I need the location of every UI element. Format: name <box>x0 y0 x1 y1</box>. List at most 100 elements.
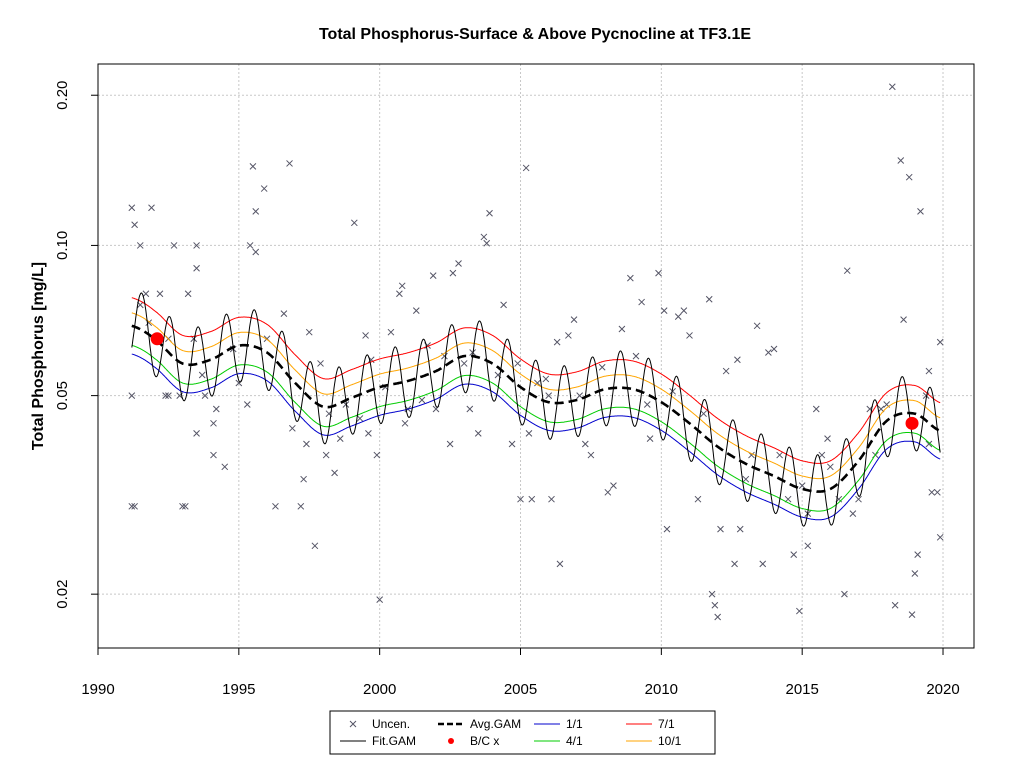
observation-point <box>680 307 688 315</box>
observation-point <box>210 451 217 459</box>
observation-point <box>387 328 395 336</box>
observation-point <box>826 463 834 471</box>
observation-point <box>131 221 138 229</box>
observation-point <box>201 392 209 399</box>
observation-point <box>565 332 572 339</box>
observation-point <box>548 495 555 503</box>
observation-point <box>627 274 634 282</box>
observation-point <box>632 352 640 360</box>
observation-point <box>508 440 516 448</box>
observation-point <box>181 502 189 510</box>
observation-point <box>418 396 426 404</box>
observation-point <box>193 264 200 272</box>
observation-point <box>303 440 310 448</box>
observation-point <box>770 345 778 353</box>
legend-label: 10/1 <box>658 734 682 748</box>
observation-point <box>446 440 454 448</box>
observation-point <box>221 463 229 471</box>
x-tick-label: 2010 <box>645 681 678 698</box>
legend-box <box>329 710 716 755</box>
observation-point <box>474 430 482 437</box>
observation-point <box>280 310 288 317</box>
observation-point <box>753 322 761 330</box>
observation-point <box>731 560 738 568</box>
observation-point <box>925 440 933 448</box>
observation-point <box>598 363 606 371</box>
observation-point <box>804 542 812 550</box>
observation-point <box>717 525 724 533</box>
legend-label: 4/1 <box>566 734 583 748</box>
observation-point <box>897 157 905 164</box>
x-axis: 1990 1995 2000 2005 2010 2015 2020 <box>81 647 960 698</box>
observation-point <box>184 290 192 298</box>
observation-point <box>350 219 358 227</box>
observation-point <box>553 338 561 346</box>
observation-point <box>455 260 462 267</box>
legend-label: B/C x <box>470 734 499 748</box>
observation-point <box>765 349 772 356</box>
observation-point <box>198 371 206 379</box>
legend-label: Fit.GAM <box>372 734 416 748</box>
observation-point <box>587 451 595 459</box>
observation-point <box>694 495 702 503</box>
observation-point <box>818 451 826 459</box>
observation-point <box>128 502 136 510</box>
fit-gam-line <box>131 292 941 527</box>
observation-point <box>796 607 803 615</box>
observation-point <box>734 356 741 364</box>
observation-point <box>900 316 907 323</box>
observation-point <box>714 613 722 621</box>
observation-point <box>514 360 522 367</box>
observation-point <box>165 392 172 399</box>
observation-point <box>466 405 474 413</box>
observation-point <box>776 451 783 459</box>
observation-point <box>311 542 319 550</box>
observation-point <box>136 242 144 249</box>
observation-point <box>322 451 330 459</box>
observation-point <box>317 360 324 367</box>
observation-point <box>297 502 305 510</box>
observation-point <box>824 435 831 442</box>
observation-point <box>483 239 491 247</box>
observation-point <box>272 502 279 510</box>
observation-point <box>162 392 169 399</box>
observation-point <box>891 601 899 609</box>
plot-border <box>97 63 975 649</box>
observation-point <box>396 290 403 298</box>
observation-point <box>528 495 536 503</box>
observation-point <box>480 233 488 241</box>
observation-point <box>643 401 651 408</box>
observation-point <box>686 332 693 339</box>
curve-10-1 <box>131 312 941 480</box>
observation-point <box>252 208 260 215</box>
observation-point <box>449 269 457 277</box>
observation-point <box>128 392 136 399</box>
observation-point <box>252 248 260 256</box>
observation-point <box>460 360 468 367</box>
bc-point <box>905 416 919 430</box>
observation-point <box>556 560 564 568</box>
observation-point <box>700 410 707 418</box>
observation-point <box>429 272 437 279</box>
observation-point <box>669 387 676 395</box>
observation-point <box>576 392 584 399</box>
observation-point <box>660 307 668 315</box>
observation-point <box>908 611 916 618</box>
observation-point <box>934 488 941 496</box>
observation-point <box>148 204 155 212</box>
legend-label: Uncen. <box>372 717 410 731</box>
observation-point <box>888 83 896 91</box>
chart-title: Total Phosphorus-Surface & Above Pycnocl… <box>319 26 751 43</box>
observation-point <box>849 510 857 518</box>
observation-point <box>376 596 384 604</box>
observation-point <box>286 160 293 167</box>
observation-point <box>545 392 553 399</box>
observation-point <box>841 590 848 598</box>
observation-point <box>742 475 750 483</box>
legend-symbol-cross <box>349 720 357 728</box>
observation-point <box>581 440 589 448</box>
observation-point <box>356 415 364 422</box>
observation-point <box>500 301 507 309</box>
observation-point <box>305 328 313 336</box>
observation-point <box>663 525 671 533</box>
